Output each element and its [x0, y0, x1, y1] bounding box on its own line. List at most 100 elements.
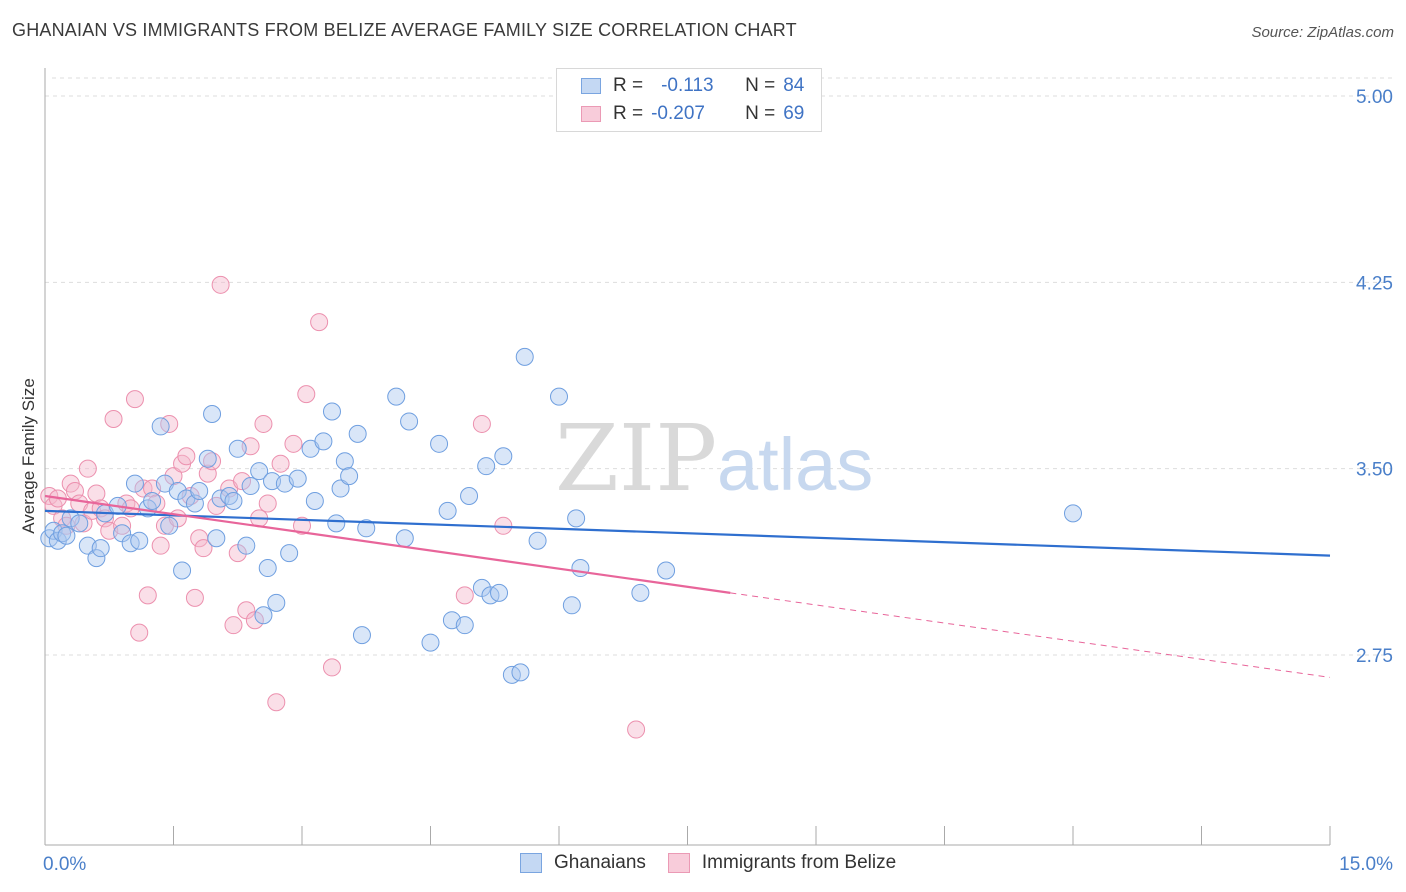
point-ghanaians [314, 432, 333, 451]
point-ghanaians [511, 663, 530, 682]
legend-row-ghanaians: R = -0.113 N = 84 [581, 73, 804, 99]
point-ghanaians [357, 519, 376, 538]
legend-top: R = -0.113 N = 84 R = -0.207 N = 69 [556, 68, 822, 132]
point-ghanaians [430, 434, 449, 453]
point-belize [177, 447, 196, 466]
point-ghanaians [224, 491, 243, 510]
point-ghanaians [331, 479, 350, 498]
point-belize [267, 693, 286, 712]
trend-line-belize [44, 494, 731, 594]
legend-bottom: Ghanaians Immigrants from Belize [520, 852, 918, 874]
point-ghanaians [237, 536, 256, 555]
legend-n-value: 84 [783, 75, 805, 96]
point-ghanaians [528, 531, 547, 550]
point-belize [258, 494, 277, 513]
point-belize [297, 385, 316, 404]
point-ghanaians [562, 596, 581, 615]
point-belize [472, 414, 491, 433]
point-belize [284, 434, 303, 453]
point-ghanaians [400, 412, 419, 431]
point-ghanaians [267, 593, 286, 612]
point-belize [78, 459, 97, 478]
point-belize [113, 516, 132, 535]
y-tick-label: 5.00 [1356, 87, 1393, 108]
legend-item-belize: Immigrants from Belize [667, 852, 897, 874]
point-ghanaians [455, 616, 474, 635]
tick-labels: 2.75 3.50 4.25 5.00 0.0% 15.0% [43, 87, 1393, 875]
point-ghanaians [61, 509, 80, 528]
point-belize [322, 658, 341, 677]
point-ghanaians [280, 544, 299, 563]
point-ghanaians [198, 449, 217, 468]
point-ghanaians [143, 491, 162, 510]
point-belize [271, 454, 290, 473]
legend-r-label: R = [613, 75, 644, 96]
legend-swatch-blue [581, 78, 601, 94]
point-ghanaians [70, 514, 89, 533]
point-ghanaians [657, 561, 676, 580]
point-belize [245, 611, 264, 630]
axes [44, 68, 1331, 846]
point-belize [310, 313, 329, 332]
point-belize [455, 586, 474, 605]
legend-item-ghanaians: Ghanaians [520, 852, 646, 874]
point-ghanaians [327, 514, 346, 533]
chart-source: Source: ZipAtlas.com [1251, 24, 1394, 41]
point-ghanaians [438, 501, 457, 520]
chart-title: GHANAIAN VS IMMIGRANTS FROM BELIZE AVERA… [12, 20, 797, 40]
legend-swatch-blue [520, 853, 542, 873]
point-ghanaians [571, 559, 590, 578]
point-ghanaians [335, 452, 354, 471]
legend-swatch-pink [667, 853, 690, 873]
point-belize [233, 472, 252, 491]
point-ghanaians [1064, 504, 1082, 523]
point-ghanaians [631, 583, 650, 602]
point-belize [254, 414, 273, 433]
point-ghanaians [567, 509, 586, 528]
trend-lines [44, 494, 1331, 678]
point-belize [138, 586, 157, 605]
legend-r-value: -0.207 [651, 103, 705, 124]
watermark-zip: ZIP [555, 405, 717, 512]
point-belize [151, 536, 170, 555]
legend-swatch-pink [581, 106, 601, 122]
point-belize [627, 720, 646, 739]
point-ghanaians [207, 529, 226, 548]
point-ghanaians [190, 482, 209, 501]
point-ghanaians [57, 526, 76, 545]
point-ghanaians [460, 486, 479, 505]
point-ghanaians [87, 549, 106, 568]
x-tick-label: 0.0% [43, 854, 86, 875]
point-ghanaians [494, 447, 513, 466]
point-belize [125, 390, 144, 409]
point-ghanaians [421, 633, 440, 652]
grid-lines [45, 77, 1392, 656]
point-belize [211, 275, 230, 294]
point-ghanaians [254, 606, 273, 625]
point-ghanaians [477, 457, 496, 476]
legend-r-value: -0.113 [661, 75, 714, 96]
point-ghanaians [340, 467, 359, 486]
point-ghanaians [91, 539, 110, 558]
point-belize [185, 588, 204, 607]
point-ghanaians [387, 387, 406, 406]
x-tick-label: 15.0% [1339, 854, 1393, 875]
point-ghanaians [203, 405, 222, 424]
y-tick-label: 4.25 [1356, 273, 1393, 294]
point-ghanaians [258, 559, 277, 578]
point-ghanaians [515, 347, 534, 366]
point-ghanaians [160, 516, 179, 535]
point-ghanaians [130, 531, 149, 550]
watermark: ZIP atlas [555, 405, 873, 512]
legend-label-belize: Immigrants from Belize [701, 852, 897, 873]
trend-line-ghanaians [44, 509, 1331, 557]
legend-n-label: N = [745, 103, 776, 124]
point-ghanaians [395, 529, 414, 548]
y-axis-label: Average Family Size [19, 378, 38, 534]
watermark-atlas: atlas [717, 423, 873, 506]
point-belize [194, 539, 213, 558]
point-ghanaians [125, 474, 144, 493]
point-ghanaians [288, 469, 307, 488]
legend-n-label: N = [745, 75, 776, 96]
